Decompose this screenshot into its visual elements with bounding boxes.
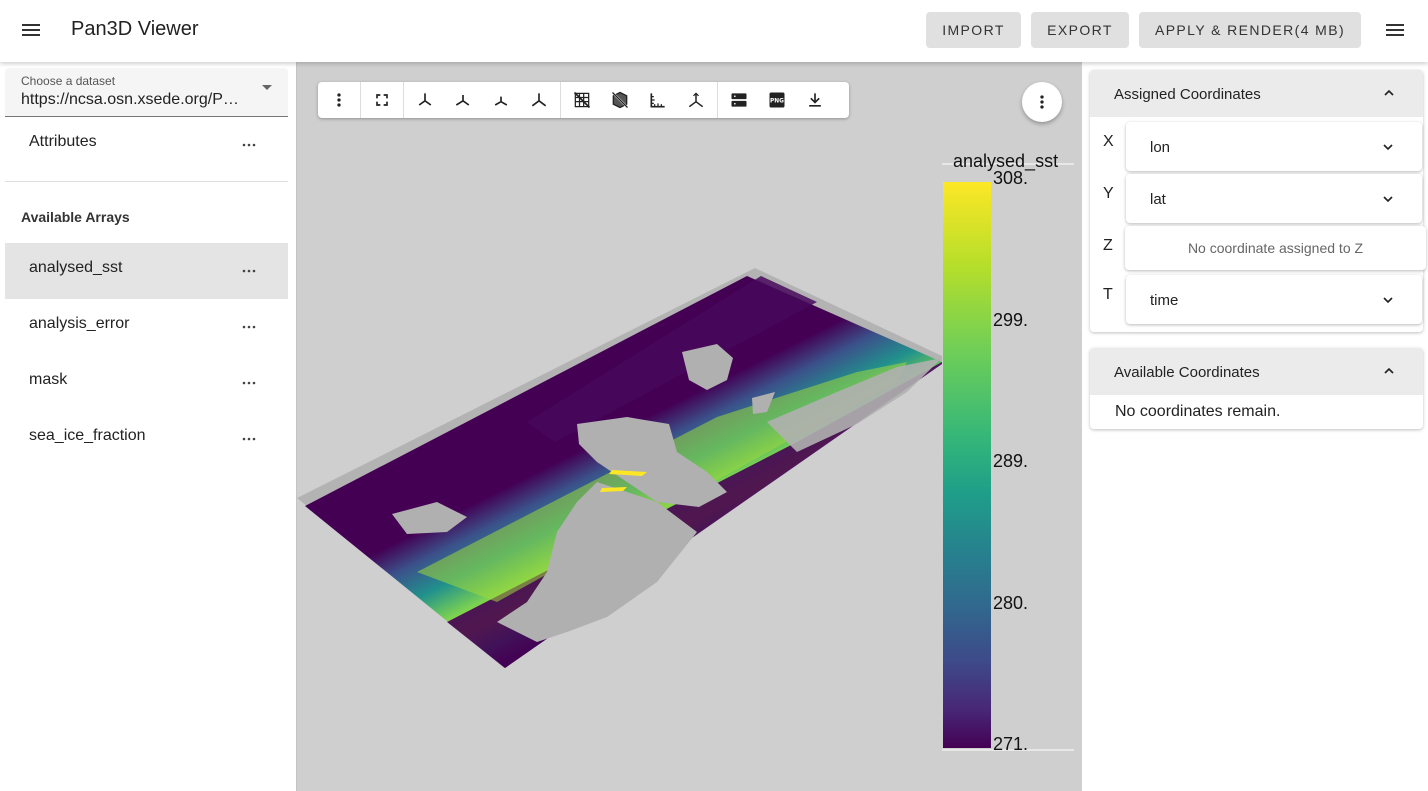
download-icon[interactable]	[796, 82, 834, 118]
coord-select-value: lon	[1150, 139, 1171, 156]
more-horizontal-icon[interactable]	[242, 381, 256, 385]
view-reset-axis-icon[interactable]	[520, 82, 558, 118]
app-title: Pan3D Viewer	[71, 18, 199, 40]
settings-menu-icon[interactable]	[1383, 18, 1407, 42]
array-item-analysed-sst[interactable]: analysed_sst	[5, 243, 288, 299]
dataset-select-value: https://ncsa.osn.xsede.org/Pangeo/pangeo…	[21, 91, 239, 108]
colorbar-tick: 299.	[993, 310, 1029, 330]
chevron-down-icon	[1383, 196, 1393, 203]
no-coordinates-message: No coordinates remain.	[1115, 403, 1281, 420]
colorbar-title: analysed_sst	[953, 151, 1059, 171]
grid-icon[interactable]	[563, 82, 601, 118]
assigned-coordinates-header[interactable]: Assigned Coordinates	[1090, 70, 1423, 117]
more-vertical-icon[interactable]	[320, 82, 358, 118]
dataset-select-label: Choose a dataset	[21, 74, 116, 88]
viewer-options-button[interactable]	[1022, 82, 1062, 122]
available-coordinates-card: Available Coordinates No coordinates rem…	[1090, 348, 1423, 429]
array-item-mask[interactable]: mask	[5, 355, 288, 411]
array-item-sea-ice-fraction[interactable]: sea_ice_fraction	[5, 411, 288, 467]
viewer-toolbar: PNG	[318, 82, 849, 118]
left-sidebar: Choose a dataset https://ncsa.osn.xsede.…	[0, 62, 296, 791]
ruler-icon[interactable]	[639, 82, 677, 118]
chevron-down-icon	[1383, 297, 1393, 304]
import-button[interactable]: Import	[926, 12, 1021, 48]
dataset-select[interactable]: Choose a dataset https://ncsa.osn.xsede.…	[5, 68, 288, 117]
more-horizontal-icon[interactable]	[242, 269, 256, 273]
available-arrays-header: Available Arrays	[21, 209, 130, 225]
array-item-label: analysis_error	[29, 315, 130, 332]
cube-outline-icon[interactable]	[601, 82, 639, 118]
app-bar: Pan3D Viewer Import Export Apply & Rende…	[0, 0, 1428, 62]
fullscreen-icon[interactable]	[363, 82, 401, 118]
more-horizontal-icon[interactable]	[242, 143, 256, 147]
apply-render-button[interactable]: Apply & Render(4 MB)	[1139, 12, 1361, 48]
coordinates-panel: Assigned Coordinates X lon Y lat Z No co…	[1082, 62, 1428, 791]
view-y-icon[interactable]	[444, 82, 482, 118]
axis-label-y: Y	[1103, 185, 1114, 202]
server-icon[interactable]	[720, 82, 758, 118]
colorbar-tick: 280.	[993, 593, 1029, 613]
array-item-analysis-error[interactable]: analysis_error	[5, 299, 288, 355]
sidebar-divider	[5, 181, 288, 182]
axis-label-z: Z	[1103, 237, 1113, 254]
sst-surface-render[interactable]	[297, 62, 1082, 791]
view-z-icon[interactable]	[482, 82, 520, 118]
assigned-coordinates-card: Assigned Coordinates X lon Y lat Z No co…	[1090, 70, 1426, 332]
attributes-label: Attributes	[29, 133, 97, 150]
axis-label-x: X	[1103, 133, 1114, 150]
array-item-label: mask	[29, 371, 68, 388]
render-viewport[interactable]: analysed_sst 308. 299. 289. 280. 271.	[296, 62, 1082, 791]
dropdown-caret-icon	[262, 85, 272, 90]
array-item-label: analysed_sst	[29, 259, 123, 276]
coord-select-x[interactable]: lon	[1126, 122, 1422, 171]
more-horizontal-icon[interactable]	[242, 437, 256, 441]
assigned-coordinates-title: Assigned Coordinates	[1114, 86, 1261, 103]
attributes-item[interactable]: Attributes	[5, 117, 288, 173]
coord-select-value: time	[1150, 292, 1179, 309]
coord-dropzone-z[interactable]: No coordinate assigned to Z	[1125, 226, 1426, 270]
more-vertical-icon	[1040, 95, 1044, 109]
chevron-down-icon	[1383, 144, 1393, 151]
more-horizontal-icon[interactable]	[242, 325, 256, 329]
available-coordinates-header[interactable]: Available Coordinates	[1090, 348, 1423, 395]
view-x-icon[interactable]	[406, 82, 444, 118]
coord-select-y[interactable]: lat	[1126, 174, 1422, 223]
svg-text:PNG: PNG	[770, 99, 784, 105]
coord-select-value: lat	[1150, 191, 1166, 208]
colorbar-tick: 289.	[993, 451, 1029, 471]
png-icon[interactable]: PNG	[758, 82, 796, 118]
colorbar-tick: 308.	[993, 168, 1029, 188]
chevron-up-icon[interactable]	[1381, 363, 1397, 379]
array-item-label: sea_ice_fraction	[29, 427, 146, 444]
chevron-up-icon[interactable]	[1381, 85, 1397, 101]
nav-menu-icon[interactable]	[19, 18, 43, 42]
available-coordinates-title: Available Coordinates	[1114, 364, 1260, 381]
axis-label-t: T	[1103, 286, 1113, 303]
coord-select-t[interactable]: time	[1126, 275, 1422, 324]
colorbar-tick: 271.	[993, 734, 1029, 754]
export-button[interactable]: Export	[1031, 12, 1129, 48]
axes-icon[interactable]	[677, 82, 715, 118]
